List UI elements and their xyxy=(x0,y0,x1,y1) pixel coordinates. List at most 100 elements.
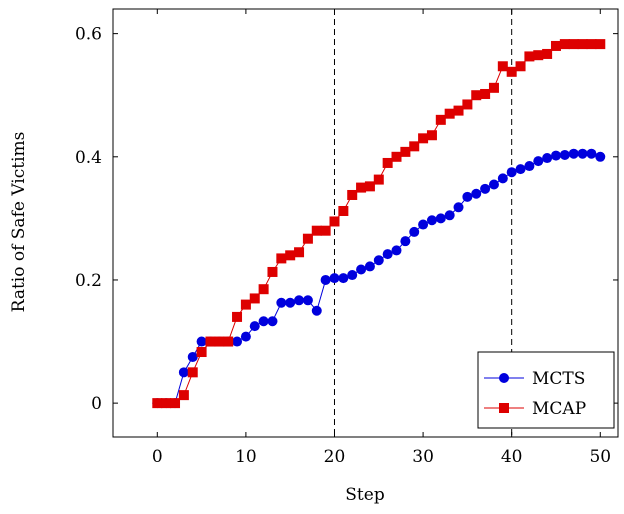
data-point-mcap xyxy=(568,39,579,50)
data-point-mcap xyxy=(462,99,473,110)
data-point-mcap xyxy=(533,50,544,61)
data-point-mcts xyxy=(542,153,553,164)
data-point-mcap xyxy=(400,146,411,157)
data-point-mcap xyxy=(338,205,349,216)
x-tick-label: 30 xyxy=(412,447,434,467)
data-point-mcts xyxy=(462,191,473,202)
data-point-mcap xyxy=(586,39,597,50)
data-point-mcap xyxy=(214,336,225,347)
data-point-mcts xyxy=(382,249,393,260)
axis-frame xyxy=(112,8,619,438)
data-point-mcap xyxy=(196,347,207,358)
data-point-mcts xyxy=(480,183,491,194)
data-point-mcts xyxy=(178,367,189,378)
data-point-mcap xyxy=(232,311,243,322)
data-point-mcap xyxy=(480,88,491,99)
data-point-mcap xyxy=(373,174,384,185)
data-point-mcap xyxy=(497,61,508,72)
data-point-mcap xyxy=(294,247,305,258)
data-point-mcap xyxy=(418,133,429,144)
data-point-mcts xyxy=(232,336,243,347)
data-point-mcts xyxy=(347,270,358,281)
legend-label-mcts: MCTS xyxy=(532,369,585,389)
y-tick-label: 0.2 xyxy=(75,271,102,291)
data-point-mcap xyxy=(258,284,269,295)
data-point-mcap xyxy=(453,105,464,116)
data-point-mcts xyxy=(515,164,526,175)
data-point-mcap xyxy=(577,39,588,50)
data-point-mcts xyxy=(559,149,570,160)
x-axis-label: Step xyxy=(345,485,385,505)
data-point-mcts xyxy=(373,255,384,266)
data-point-mcts xyxy=(506,167,517,178)
data-point-mcap xyxy=(161,398,172,409)
legend: MCTS MCAP xyxy=(477,351,615,429)
y-tick-label: 0.6 xyxy=(75,25,102,45)
data-point-mcap xyxy=(506,66,517,77)
data-point-mcts xyxy=(267,316,278,327)
data-point-mcap xyxy=(435,114,446,125)
data-point-mcts xyxy=(294,295,305,306)
data-point-mcap xyxy=(595,39,606,50)
data-point-mcap xyxy=(515,61,526,72)
data-point-mcts xyxy=(258,316,269,327)
data-point-mcts xyxy=(240,331,251,342)
data-point-mcts xyxy=(187,351,198,362)
data-point-mcap xyxy=(187,367,198,378)
data-point-mcts xyxy=(524,161,535,172)
data-point-mcts xyxy=(435,213,446,224)
data-point-mcap xyxy=(320,225,331,236)
data-point-mcap xyxy=(542,48,553,59)
data-point-mcap xyxy=(223,336,234,347)
data-point-mcap xyxy=(249,293,260,304)
data-point-mcts xyxy=(329,273,340,284)
data-point-mcts xyxy=(285,297,296,308)
data-point-mcap xyxy=(178,390,189,401)
legend-box xyxy=(477,351,615,429)
data-point-mcts xyxy=(471,188,482,199)
series-line-mcap xyxy=(157,43,601,404)
data-point-mcap xyxy=(205,336,216,347)
data-point-mcap xyxy=(311,225,322,236)
data-point-mcap xyxy=(471,90,482,101)
data-point-mcap xyxy=(364,181,375,192)
y-axis-label: Ratio of Safe Victims xyxy=(9,132,29,313)
data-point-mcap xyxy=(382,157,393,168)
x-tick-label: 40 xyxy=(501,447,523,467)
data-point-mcap xyxy=(488,82,499,93)
legend-marker-mcts xyxy=(499,373,509,383)
data-point-mcts xyxy=(276,297,287,308)
y-tick-label: 0 xyxy=(91,394,102,414)
data-point-mcts xyxy=(444,210,455,221)
data-point-mcts xyxy=(409,226,420,237)
data-point-mcap xyxy=(391,151,402,162)
data-point-mcap xyxy=(152,398,163,409)
data-point-mcts xyxy=(497,173,508,184)
data-point-mcts xyxy=(568,148,579,159)
legend-marker-mcap xyxy=(499,403,509,413)
data-point-mcap xyxy=(444,108,455,119)
data-point-mcts xyxy=(311,305,322,316)
data-point-mcap xyxy=(426,130,437,141)
data-point-mcap xyxy=(267,266,278,277)
x-tick-label: 10 xyxy=(235,447,257,467)
data-point-mcts xyxy=(320,274,331,285)
data-point-mcap xyxy=(276,253,287,264)
data-point-mcap xyxy=(302,233,313,244)
data-point-mcts xyxy=(488,179,499,190)
data-point-mcts xyxy=(595,151,606,162)
data-point-mcts xyxy=(356,264,367,275)
data-point-mcts xyxy=(400,236,411,247)
data-point-mcts xyxy=(302,295,313,306)
data-point-mcap xyxy=(347,189,358,200)
x-tick-label: 20 xyxy=(324,447,346,467)
data-point-mcts xyxy=(426,215,437,226)
data-point-mcap xyxy=(285,250,296,261)
data-point-mcts xyxy=(550,150,561,161)
y-tick-label: 0.4 xyxy=(75,148,102,168)
data-point-mcts xyxy=(391,245,402,256)
data-point-mcts xyxy=(364,261,375,272)
data-point-mcap xyxy=(329,216,340,227)
data-point-mcap xyxy=(240,299,251,310)
